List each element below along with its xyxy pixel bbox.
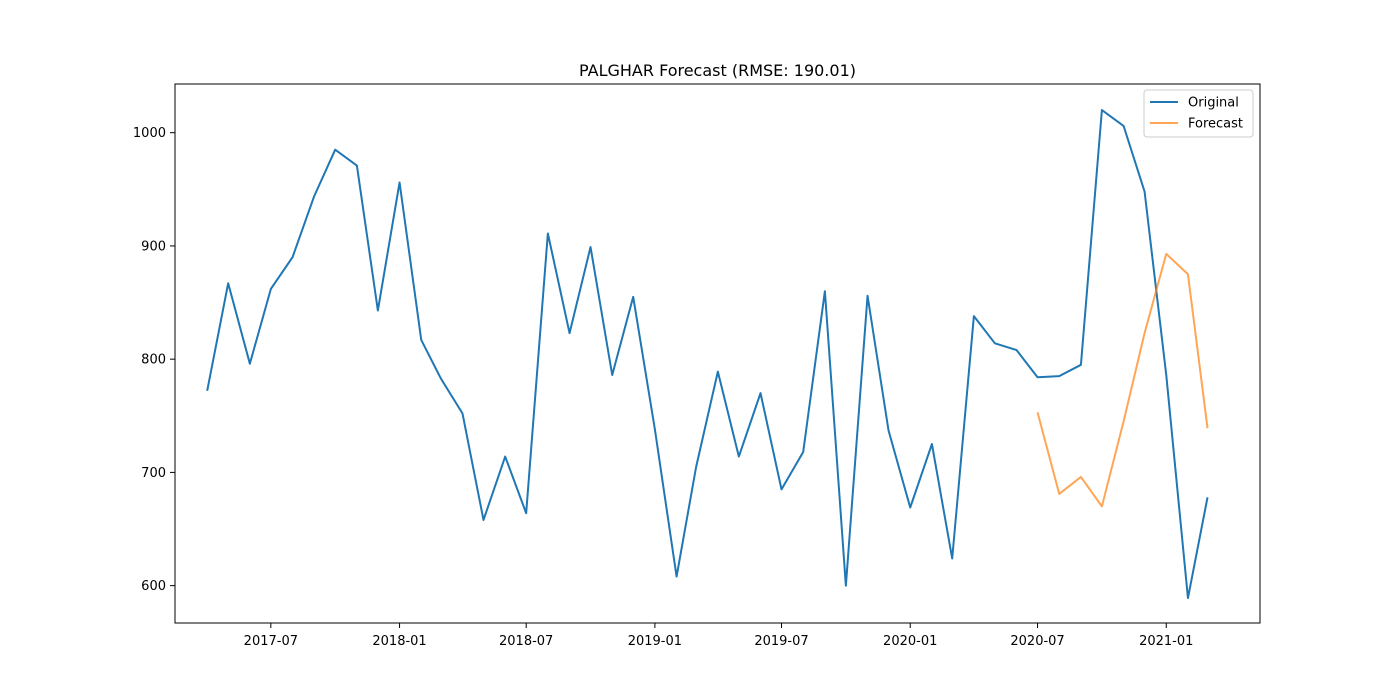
plot-lines: [206, 109, 1209, 600]
legend-label-original: Original: [1188, 96, 1239, 111]
y-axis: 600 700 800 900 1000: [133, 126, 175, 594]
x-tick-label: 2017-07: [244, 634, 298, 649]
y-tick-label: 700: [141, 466, 166, 481]
x-axis: 2017-07 2018-01 2018-07 2019-01 2019-07 2020-…: [244, 623, 1193, 649]
x-tick-label: 2018-01: [372, 634, 426, 649]
x-tick-label: 2020-01: [883, 634, 937, 649]
series-line-forecast: [1036, 252, 1209, 508]
x-tick-label: 2019-01: [628, 634, 682, 649]
x-tick-label: 2020-07: [1010, 634, 1064, 649]
y-tick-label: 1000: [133, 126, 166, 141]
y-tick-label: 600: [141, 579, 166, 594]
x-tick-label: 2019-07: [754, 634, 808, 649]
x-tick-label: 2018-07: [499, 634, 553, 649]
x-tick-label: 2021-01: [1139, 634, 1193, 649]
chart-title: PALGHAR Forecast (RMSE: 190.01): [579, 61, 856, 80]
y-tick-label: 900: [141, 239, 166, 254]
plot-frame: [174, 83, 1261, 624]
y-tick-label: 800: [141, 353, 166, 368]
legend: Original Forecast: [1143, 89, 1254, 138]
series-line-original: [206, 109, 1209, 600]
legend-label-forecast: Forecast: [1188, 117, 1243, 132]
